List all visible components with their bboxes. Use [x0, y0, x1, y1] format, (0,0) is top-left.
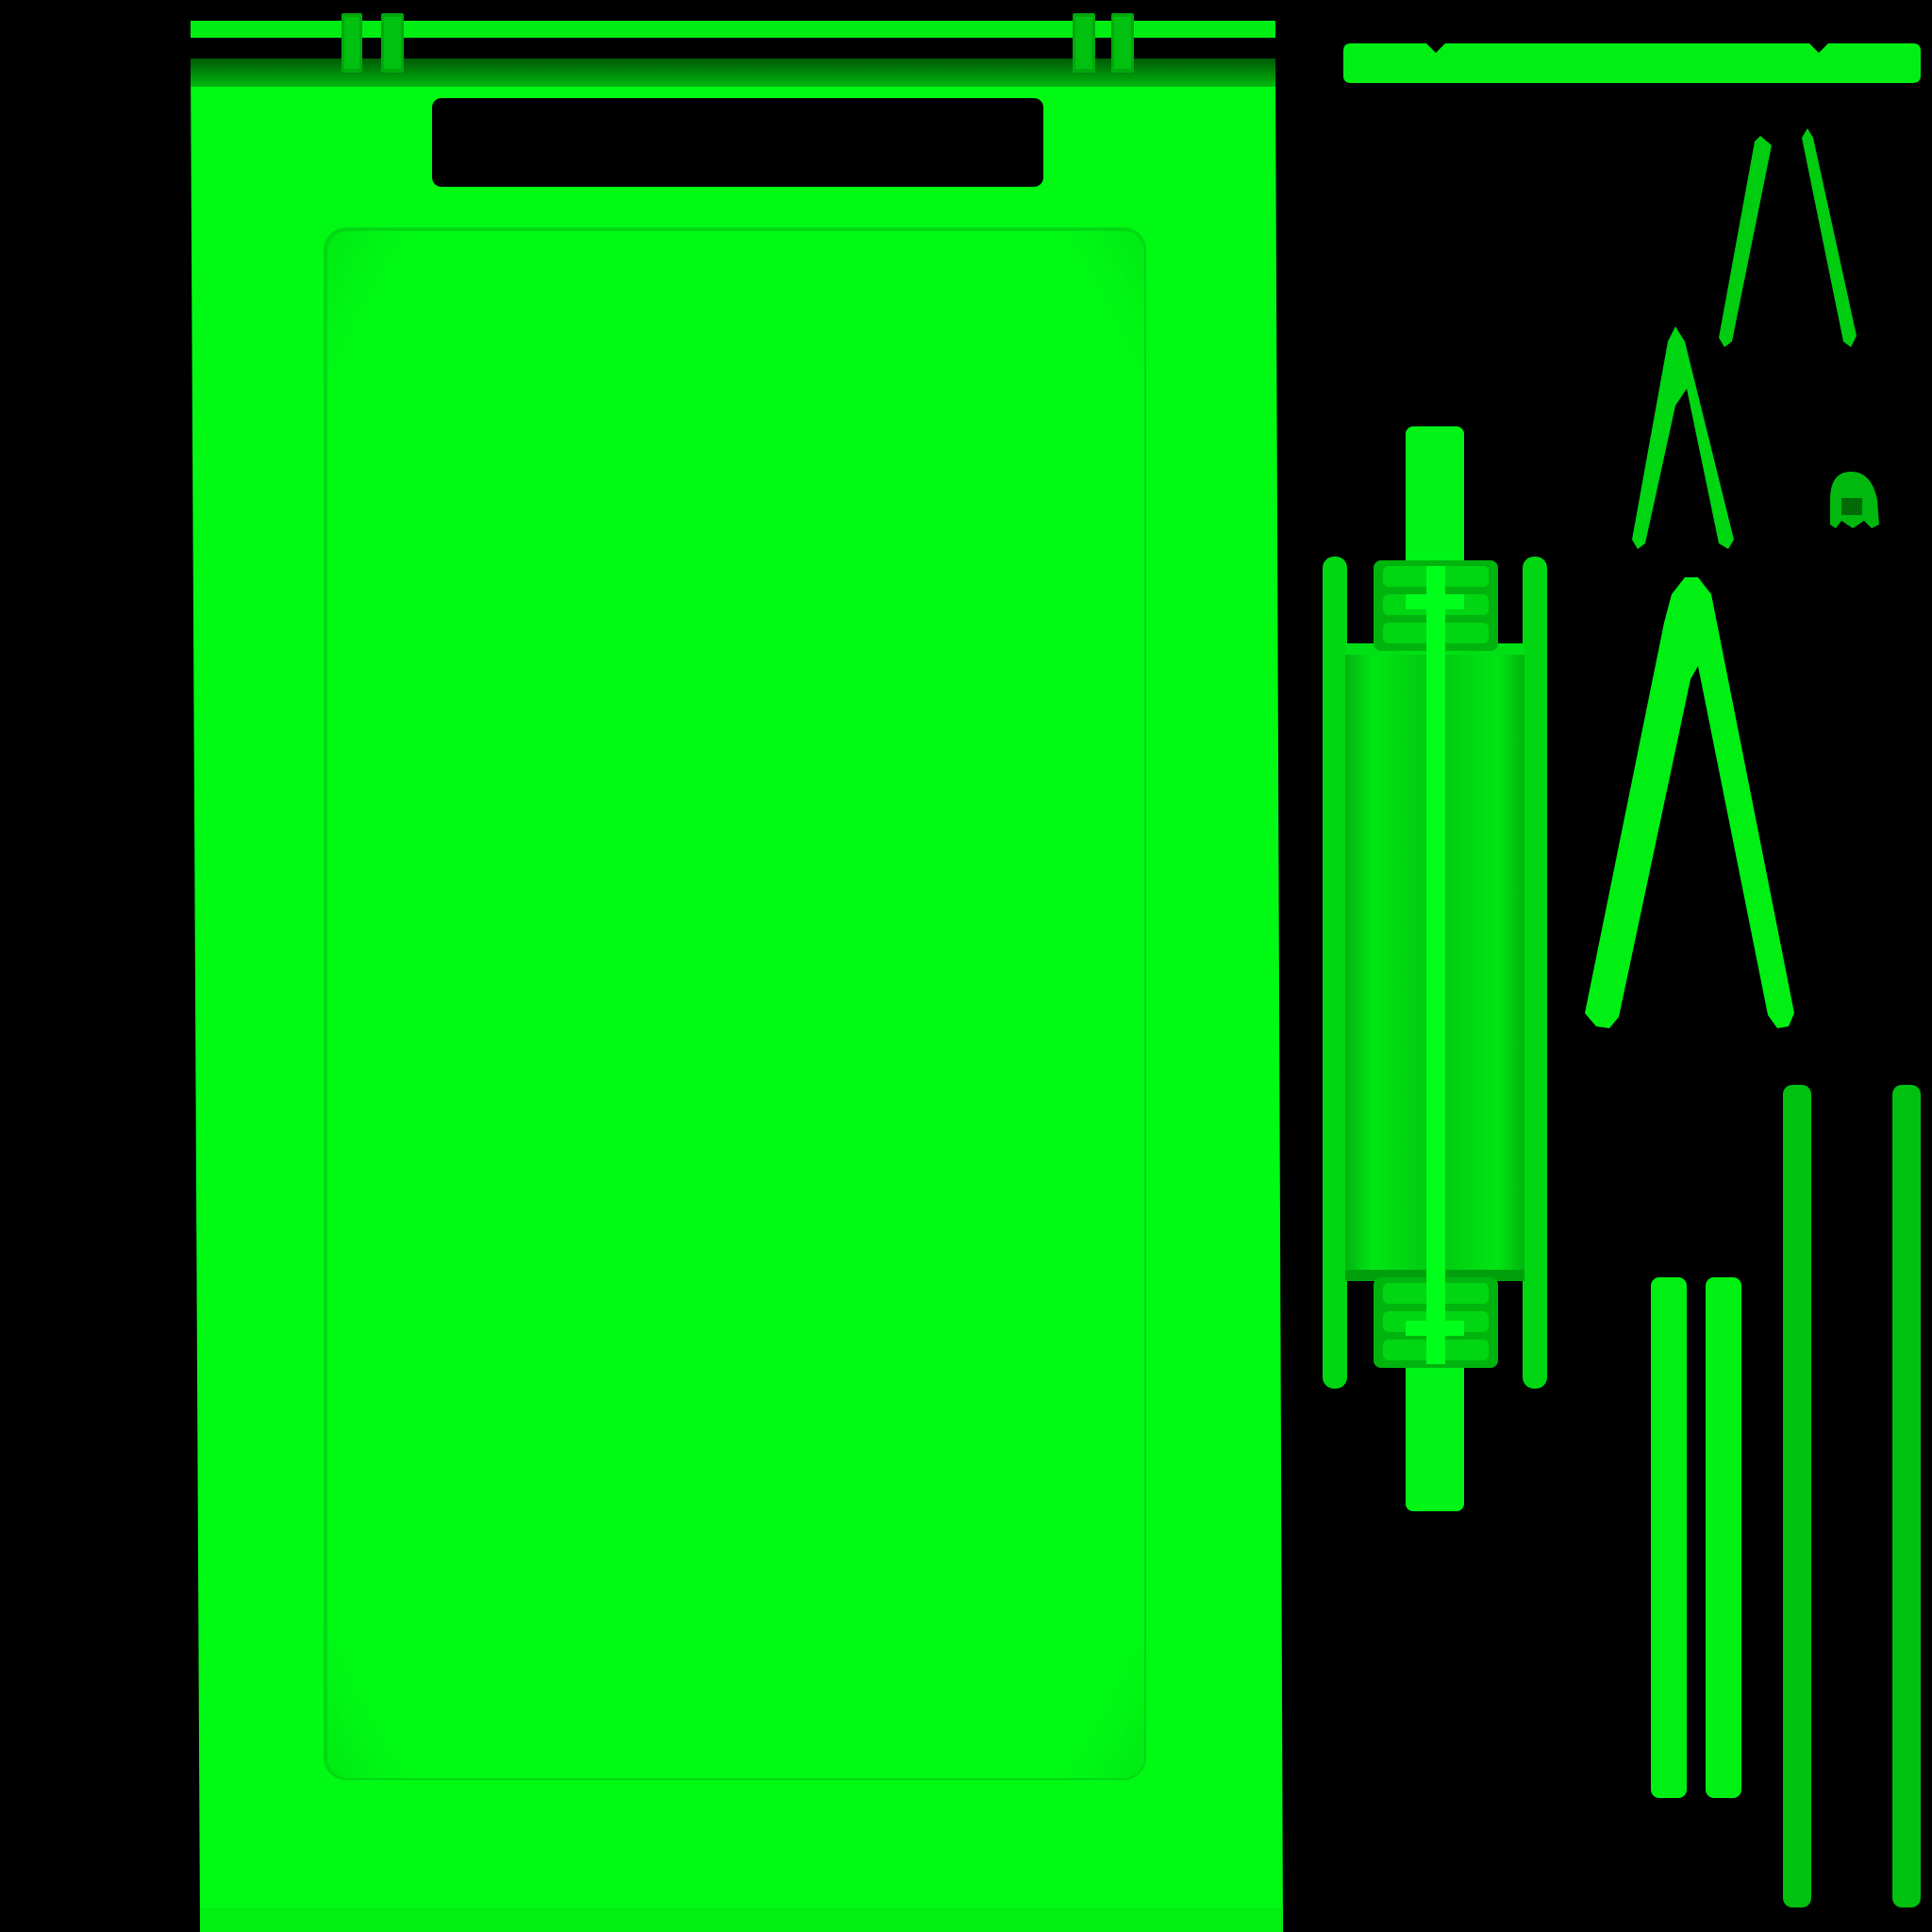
long-stick-left: [1783, 1085, 1811, 1907]
hinge-knuckles-left: [341, 13, 404, 73]
door-inset-panel: [324, 227, 1146, 1780]
hinge-rail-left: [1323, 557, 1347, 1389]
door-handle-slot: [432, 98, 1043, 187]
leg-piece-small-pair: [1719, 128, 1857, 347]
short-stick-pair: [1651, 1277, 1741, 1798]
short-stick-left: [1651, 1277, 1687, 1798]
hinge-assembly-island: [1323, 426, 1547, 1511]
long-stick-right: [1892, 1085, 1921, 1907]
door-panel-island: [191, 58, 1283, 1932]
long-stick-pair: [1783, 1085, 1921, 1907]
a-frame-large: [1585, 577, 1794, 1028]
top-rail-strip: [191, 21, 1275, 38]
hinge-pin-bottom: [1406, 1353, 1464, 1511]
hinge-knuckles-right: [1073, 13, 1134, 73]
top-right-bar-strip: [1343, 43, 1921, 83]
door-bottom-edge: [200, 1907, 1283, 1932]
hinge-rail-right: [1523, 557, 1547, 1389]
leg-strut-right: [1802, 128, 1857, 347]
hinge-crossbar-bottom: [1406, 1321, 1464, 1336]
hinge-pin-top: [1406, 426, 1464, 574]
a-frame-small: [1632, 326, 1734, 549]
hinge-crossbar-top: [1406, 594, 1464, 609]
top-rail-island: [191, 13, 1275, 73]
leg-strut-left: [1719, 136, 1772, 347]
hinge-center-pin: [1426, 566, 1445, 1364]
short-stick-right: [1706, 1277, 1741, 1798]
small-cap-piece: [1830, 472, 1879, 528]
